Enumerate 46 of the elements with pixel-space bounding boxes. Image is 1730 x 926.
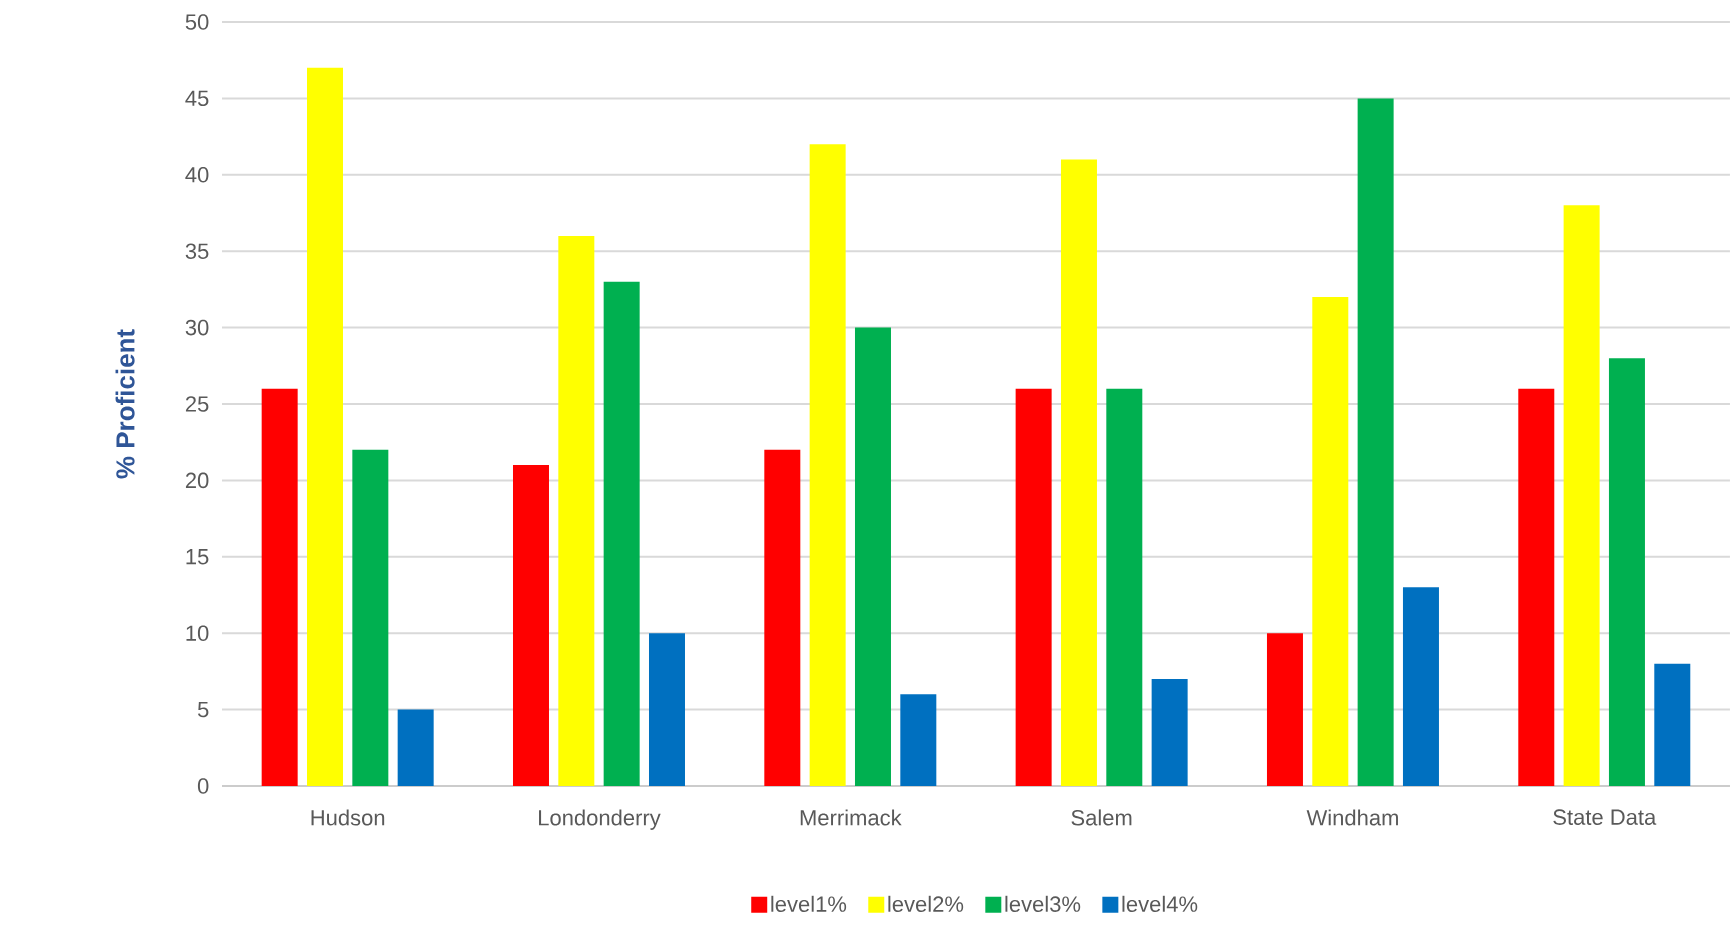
- x-tick-label: Windham: [1306, 809, 1398, 826]
- bar: [1357, 98, 1394, 786]
- y-tick-label: 30: [185, 319, 209, 336]
- bar: [1266, 633, 1303, 786]
- bar: [352, 449, 389, 786]
- y-tick-label: 40: [185, 167, 209, 183]
- legend-label: level1%: [771, 895, 847, 912]
- y-axis-title: % Proficient: [115, 329, 135, 479]
- x-tick-label: Hudson: [311, 809, 385, 826]
- bar: [558, 235, 595, 786]
- bar: [1106, 388, 1143, 786]
- bar: [307, 67, 343, 786]
- bar: [809, 144, 846, 786]
- bar: [1654, 663, 1691, 786]
- bar: [1312, 297, 1349, 786]
- y-tick-label: 45: [185, 90, 209, 107]
- legend-label: level4%: [1122, 895, 1198, 912]
- y-tick-label: 50: [185, 14, 209, 30]
- bar: [900, 694, 937, 786]
- legend-label: level3%: [1005, 895, 1081, 912]
- x-tick-label: State Data: [1553, 809, 1657, 825]
- bar: [397, 709, 434, 786]
- y-tick-label: 15: [186, 549, 209, 565]
- y-tick-label: 0: [197, 778, 209, 794]
- y-tick-label: 35: [185, 243, 209, 259]
- x-tick-label: Londonderry: [539, 809, 661, 830]
- bar: [512, 465, 549, 786]
- legend-label: level2%: [888, 895, 964, 912]
- bar: [1151, 679, 1188, 786]
- bar: [1608, 358, 1645, 786]
- bar: [1563, 205, 1600, 786]
- y-tick-label: 5: [197, 701, 209, 718]
- y-tick-label: 20: [185, 472, 209, 489]
- y-tick-label: 10: [186, 625, 209, 641]
- bar: [854, 327, 891, 786]
- bar: [603, 281, 640, 786]
- bar: [261, 388, 298, 786]
- bar: [1402, 587, 1439, 786]
- bar: [1060, 159, 1097, 786]
- bar: [1518, 388, 1555, 786]
- bar: [1015, 388, 1052, 786]
- x-tick-label: Salem: [1071, 809, 1132, 826]
- x-tick-label: Merrimack: [800, 809, 902, 826]
- y-tick-label: 25: [185, 396, 209, 412]
- bar: [764, 449, 801, 786]
- bar: [649, 633, 685, 786]
